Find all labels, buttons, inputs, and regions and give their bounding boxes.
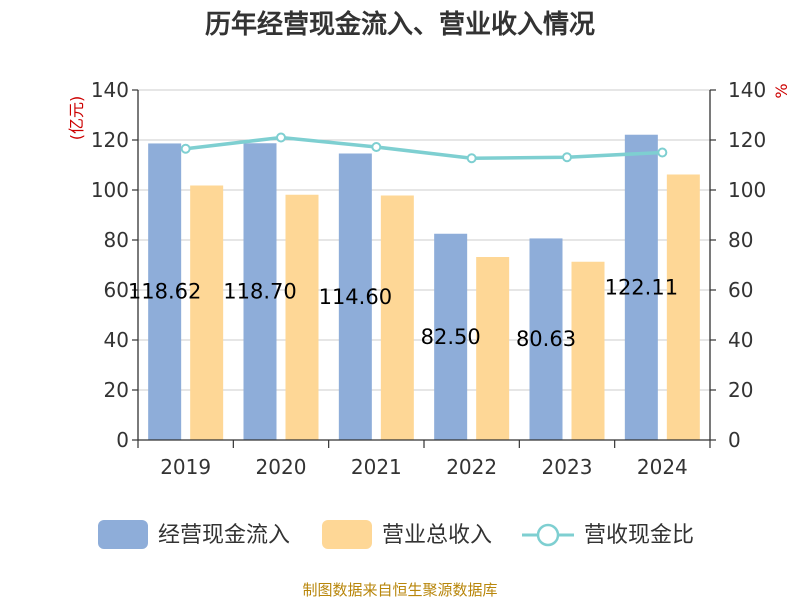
bar-cash-inflow: [338, 153, 372, 440]
right-tick-label: 40: [728, 328, 753, 352]
data-label-cash: 80.63: [516, 327, 576, 351]
left-tick-label: 60: [104, 278, 129, 302]
x-tick-label: 2020: [256, 455, 307, 479]
ratio-line: [180, 132, 668, 164]
legend-label-revenue: 营业总收入: [382, 523, 492, 548]
bar-revenue: [476, 257, 510, 440]
ratio-point: [180, 143, 191, 154]
data-label-cash: 118.62: [128, 280, 201, 304]
data-label-cash: 82.50: [421, 325, 481, 349]
legend: 经营现金流入 营业总收入 营收现金比: [98, 520, 694, 549]
gridlines: [138, 89, 710, 391]
x-tick-label: 2021: [351, 455, 402, 479]
bar-cash-inflow: [529, 238, 563, 440]
legend-label-ratio: 营收现金比: [584, 523, 694, 548]
x-tick-label: 2022: [446, 455, 497, 479]
legend-swatch-revenue: [322, 520, 372, 549]
legend-label-cash: 经营现金流入: [158, 523, 290, 548]
data-label-cash: 118.70: [223, 280, 296, 304]
left-tick-label: 100: [91, 178, 129, 202]
bar-revenue: [571, 261, 605, 440]
ratio-point: [657, 147, 668, 158]
chart-title: 历年经营现金流入、营业收入情况: [205, 9, 595, 40]
bar-cash-inflow: [624, 134, 658, 440]
legend-swatch-cash: [98, 520, 148, 549]
ratio-point: [276, 132, 286, 143]
right-tick-label: 0: [728, 428, 741, 452]
ticks: 0 20 40 60 80 100 120 140 0 20 40 60 80 100 120 140 2019…: [91, 78, 766, 479]
data-label-cash: 122.11: [605, 275, 678, 299]
bar-cash-inflow: [148, 143, 182, 440]
right-tick-label: 80: [728, 228, 753, 252]
right-tick-label: 20: [728, 378, 753, 402]
left-tick-label: 40: [104, 328, 129, 352]
source-note: 制图数据来自恒生聚源数据库: [302, 581, 497, 599]
right-axis-unit: %: [772, 83, 791, 98]
right-tick-label: 140: [728, 78, 766, 102]
x-tick-label: 2019: [160, 455, 211, 479]
ratio-point: [562, 152, 572, 163]
ratio-point: [371, 142, 382, 152]
legend-marker-ratio: [536, 523, 560, 547]
data-label-cash: 114.60: [319, 285, 392, 309]
right-tick-label: 100: [728, 178, 766, 202]
ratio-point: [466, 153, 477, 164]
x-tick-label: 2023: [542, 455, 593, 479]
left-tick-label: 0: [116, 428, 129, 452]
bar-cash-inflow: [434, 233, 468, 440]
bar-cash-inflow: [243, 143, 277, 440]
x-tick-label: 2024: [637, 455, 688, 479]
bar-revenue: [190, 185, 224, 440]
left-axis-unit: (亿元): [67, 96, 86, 141]
left-tick-label: 120: [91, 128, 129, 152]
left-tick-label: 20: [104, 378, 129, 402]
bar-revenue: [285, 194, 319, 440]
bars: [148, 134, 700, 440]
left-tick-label: 80: [104, 228, 129, 252]
right-tick-label: 120: [728, 128, 766, 152]
right-tick-label: 60: [728, 278, 753, 302]
ratio-polyline: [185, 135, 663, 161]
bar-revenue: [380, 195, 414, 440]
data-labels: 118.62 118.70 114.60 82.50 80.63 122.11: [128, 275, 678, 351]
left-tick-label: 140: [91, 78, 129, 102]
bar-revenue: [666, 174, 700, 440]
